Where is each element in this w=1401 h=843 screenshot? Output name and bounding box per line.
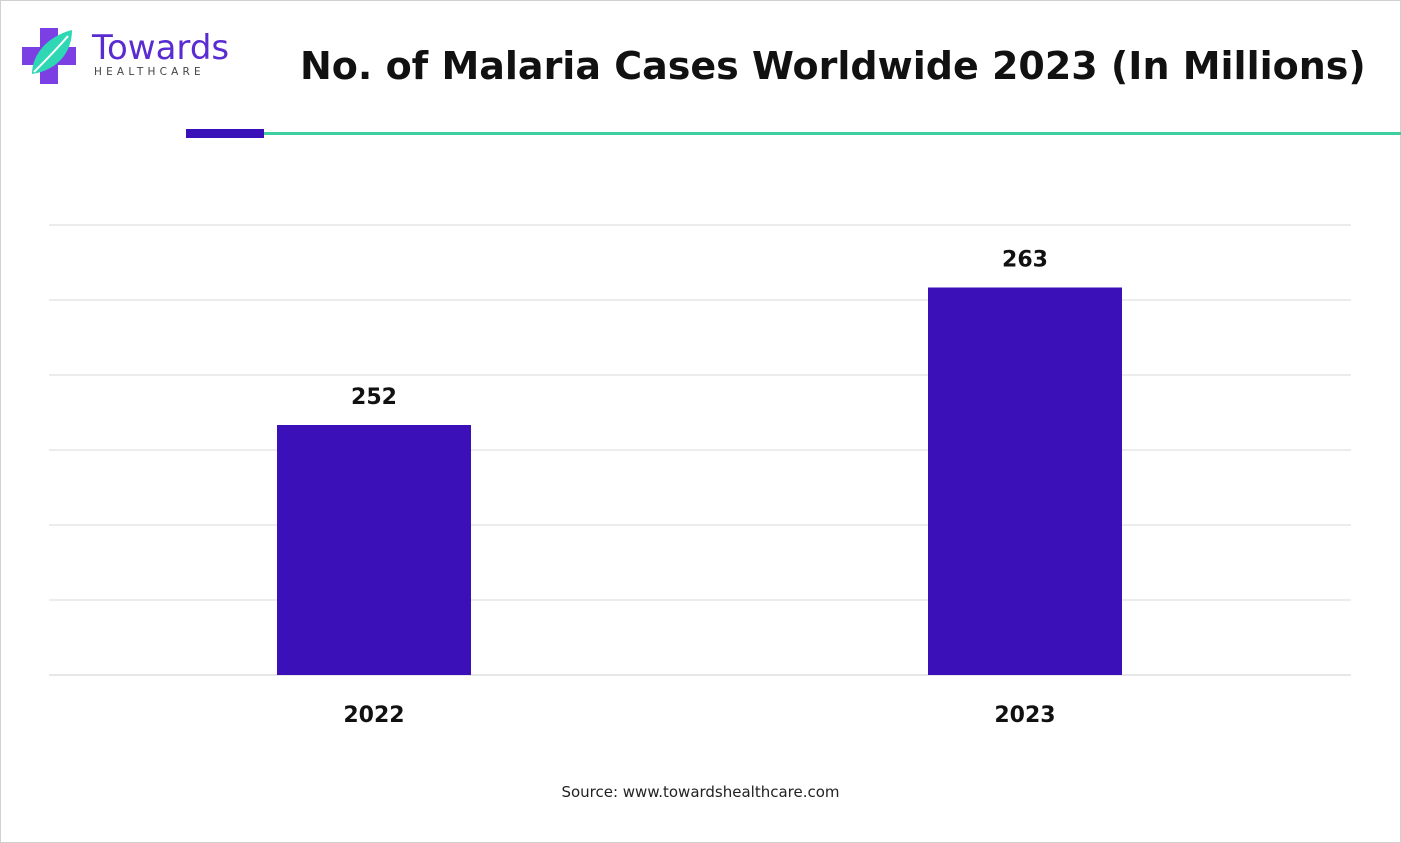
title-underline-rule	[264, 132, 1401, 135]
title-underline-accent	[186, 129, 264, 138]
brand-subtitle: HEALTHCARE	[94, 66, 205, 78]
bar-2023	[928, 287, 1122, 675]
source-note: Source: www.towardshealthcare.com	[561, 783, 840, 801]
bar-2022	[277, 425, 471, 675]
x-tick-label-2023: 2023	[994, 703, 1055, 728]
chart-title: No. of Malaria Cases Worldwide 2023 (In …	[300, 44, 1366, 88]
data-label-2022: 252	[351, 385, 397, 410]
data-label-2023: 263	[1002, 248, 1048, 273]
medical-cross-leaf-icon	[22, 28, 76, 84]
x-tick-label-2022: 2022	[343, 703, 404, 728]
towards-healthcare-logo: Towards HEALTHCARE	[22, 26, 242, 86]
brand-name: Towards	[92, 28, 230, 68]
